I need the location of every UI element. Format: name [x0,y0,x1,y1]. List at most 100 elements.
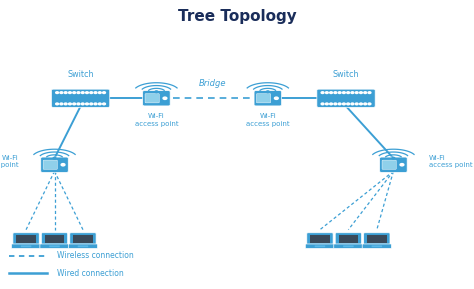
Circle shape [359,103,362,105]
Circle shape [321,103,324,105]
Circle shape [325,103,328,105]
Circle shape [86,103,88,105]
FancyBboxPatch shape [68,244,98,249]
Circle shape [338,92,341,93]
Circle shape [346,92,350,93]
Circle shape [73,103,76,105]
FancyBboxPatch shape [70,233,96,245]
FancyBboxPatch shape [364,233,390,245]
FancyBboxPatch shape [41,157,68,172]
FancyBboxPatch shape [367,235,387,243]
Text: Wireless connection: Wireless connection [57,251,134,260]
FancyBboxPatch shape [362,244,392,249]
Circle shape [61,164,65,166]
Circle shape [364,103,367,105]
FancyBboxPatch shape [380,157,407,172]
FancyBboxPatch shape [317,89,375,107]
Circle shape [351,92,354,93]
Circle shape [155,91,158,92]
FancyBboxPatch shape [310,235,330,243]
Circle shape [334,103,337,105]
Text: Wi-Fi
access point: Wi-Fi access point [135,113,178,127]
Circle shape [342,92,345,93]
Circle shape [90,103,93,105]
FancyBboxPatch shape [45,235,64,243]
Circle shape [400,164,404,166]
FancyBboxPatch shape [335,233,362,245]
Circle shape [64,103,67,105]
Text: Wired connection: Wired connection [57,268,124,278]
FancyBboxPatch shape [13,233,39,245]
FancyBboxPatch shape [49,245,60,247]
FancyBboxPatch shape [78,245,88,247]
Circle shape [53,157,56,159]
Circle shape [102,92,105,93]
FancyBboxPatch shape [52,89,110,107]
Text: Switch: Switch [67,70,94,79]
FancyBboxPatch shape [338,235,358,243]
Circle shape [94,92,97,93]
FancyBboxPatch shape [41,233,68,245]
Circle shape [69,103,71,105]
Circle shape [163,97,167,99]
Circle shape [364,92,367,93]
Circle shape [90,92,93,93]
Circle shape [99,92,101,93]
Circle shape [60,92,63,93]
FancyBboxPatch shape [16,235,36,243]
Circle shape [56,103,59,105]
Text: Wi-Fi
access point: Wi-Fi access point [429,155,473,168]
Circle shape [69,92,71,93]
Circle shape [368,92,371,93]
Circle shape [77,103,80,105]
Circle shape [56,92,59,93]
FancyBboxPatch shape [334,244,363,249]
Circle shape [329,92,333,93]
Circle shape [64,92,67,93]
Circle shape [368,103,371,105]
Circle shape [329,103,333,105]
Text: Tree Topology: Tree Topology [178,9,296,24]
Circle shape [94,103,97,105]
FancyBboxPatch shape [256,94,271,103]
Circle shape [60,103,63,105]
FancyBboxPatch shape [73,235,93,243]
FancyBboxPatch shape [372,245,382,247]
Circle shape [86,92,88,93]
Text: Wi-Fi
access point: Wi-Fi access point [246,113,290,127]
Circle shape [351,103,354,105]
Circle shape [82,103,84,105]
FancyBboxPatch shape [343,245,354,247]
Text: Bridge: Bridge [198,79,226,88]
Circle shape [355,103,358,105]
FancyBboxPatch shape [305,244,335,249]
Circle shape [342,103,345,105]
FancyBboxPatch shape [21,245,31,247]
FancyBboxPatch shape [43,160,57,169]
Circle shape [334,92,337,93]
Circle shape [73,92,76,93]
Circle shape [325,92,328,93]
FancyBboxPatch shape [145,94,159,103]
Circle shape [266,91,269,92]
FancyBboxPatch shape [307,233,333,245]
FancyBboxPatch shape [254,90,282,106]
Circle shape [102,103,105,105]
Text: Switch: Switch [333,70,359,79]
Circle shape [338,103,341,105]
FancyBboxPatch shape [143,90,170,106]
Circle shape [346,103,350,105]
Circle shape [359,92,362,93]
Text: Wi-Fi
access point: Wi-Fi access point [0,155,19,168]
Circle shape [77,92,80,93]
FancyBboxPatch shape [382,160,396,169]
FancyBboxPatch shape [11,244,41,249]
Circle shape [274,97,278,99]
Circle shape [355,92,358,93]
Circle shape [82,92,84,93]
FancyBboxPatch shape [40,244,69,249]
FancyBboxPatch shape [315,245,325,247]
Circle shape [99,103,101,105]
Circle shape [321,92,324,93]
Circle shape [392,157,395,159]
